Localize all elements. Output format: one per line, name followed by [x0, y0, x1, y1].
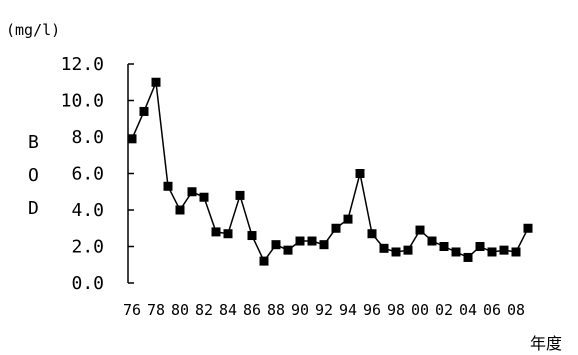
y-tick-label: 6.0 [71, 164, 104, 185]
x-tick-label: 86 [243, 301, 261, 319]
series-line [131, 79, 529, 263]
y-tick-label: 8.0 [71, 127, 104, 148]
data-point [451, 247, 461, 257]
data-point [295, 236, 305, 246]
x-tick-label: 76 [123, 301, 141, 319]
data-point [343, 214, 353, 224]
y-tick-label: 12.0 [61, 54, 104, 75]
x-tick-label: 04 [459, 301, 477, 319]
x-axis-unit-label: 年度 [530, 334, 562, 353]
y-axis-label-char: O [28, 165, 39, 186]
data-point [127, 134, 137, 144]
x-tick-label: 92 [315, 301, 333, 319]
data-point [283, 245, 293, 255]
data-point [331, 223, 341, 233]
x-tick-label: 90 [291, 301, 309, 319]
data-point [319, 240, 329, 250]
x-tick-label: 06 [483, 301, 501, 319]
x-tick-label: 08 [507, 301, 525, 319]
data-point [403, 245, 413, 255]
data-point [355, 169, 365, 178]
data-point [151, 77, 161, 87]
data-point [475, 242, 485, 251]
data-point [235, 190, 245, 200]
data-point [427, 236, 437, 246]
data-point [175, 205, 185, 215]
data-point [499, 245, 509, 255]
data-point [247, 231, 257, 241]
data-point [523, 223, 533, 233]
data-point [163, 181, 173, 191]
data-point [391, 247, 401, 257]
data-point [367, 229, 377, 239]
y-tick-label: 4.0 [71, 200, 104, 221]
x-tick-label: 98 [387, 301, 405, 319]
y-ticks: 0.0 2.0 4.0 6.0 8.0 10.0 12.0 [61, 54, 134, 294]
x-tick-label: 88 [267, 301, 285, 319]
data-points [127, 77, 533, 266]
x-tick-labels: 76 78 80 82 84 86 88 90 92 94 96 98 00 02 04 06 08 [123, 301, 525, 319]
x-tick-label: 84 [219, 301, 237, 319]
data-point [139, 106, 149, 116]
x-tick-label: 00 [411, 301, 429, 319]
data-point [439, 242, 449, 251]
data-point [211, 227, 221, 237]
x-tick-label: 94 [339, 301, 357, 319]
y-tick-label: 10.0 [61, 91, 104, 112]
y-tick-label: 2.0 [71, 237, 104, 258]
x-tick-label: 02 [435, 301, 453, 319]
y-tick-label: 0.0 [71, 273, 104, 294]
y-axis-label-char: B [28, 132, 39, 153]
data-point [259, 256, 269, 266]
data-point [199, 192, 209, 202]
x-tick-label: 96 [363, 301, 381, 319]
data-point [271, 240, 281, 250]
x-tick-label: 82 [195, 301, 213, 319]
data-point [463, 252, 473, 262]
data-point [511, 247, 521, 257]
data-point [223, 229, 233, 239]
x-tick-label: 80 [171, 301, 189, 319]
y-axis-label-char: D [28, 198, 39, 219]
data-point [187, 187, 197, 197]
data-point [379, 243, 389, 253]
unit-label: (mg/l) [6, 21, 60, 39]
x-tick-label: 78 [147, 301, 165, 319]
data-point [415, 225, 425, 235]
y-axis-label: BOD [28, 132, 39, 219]
data-point [307, 236, 317, 246]
data-point [487, 247, 497, 257]
